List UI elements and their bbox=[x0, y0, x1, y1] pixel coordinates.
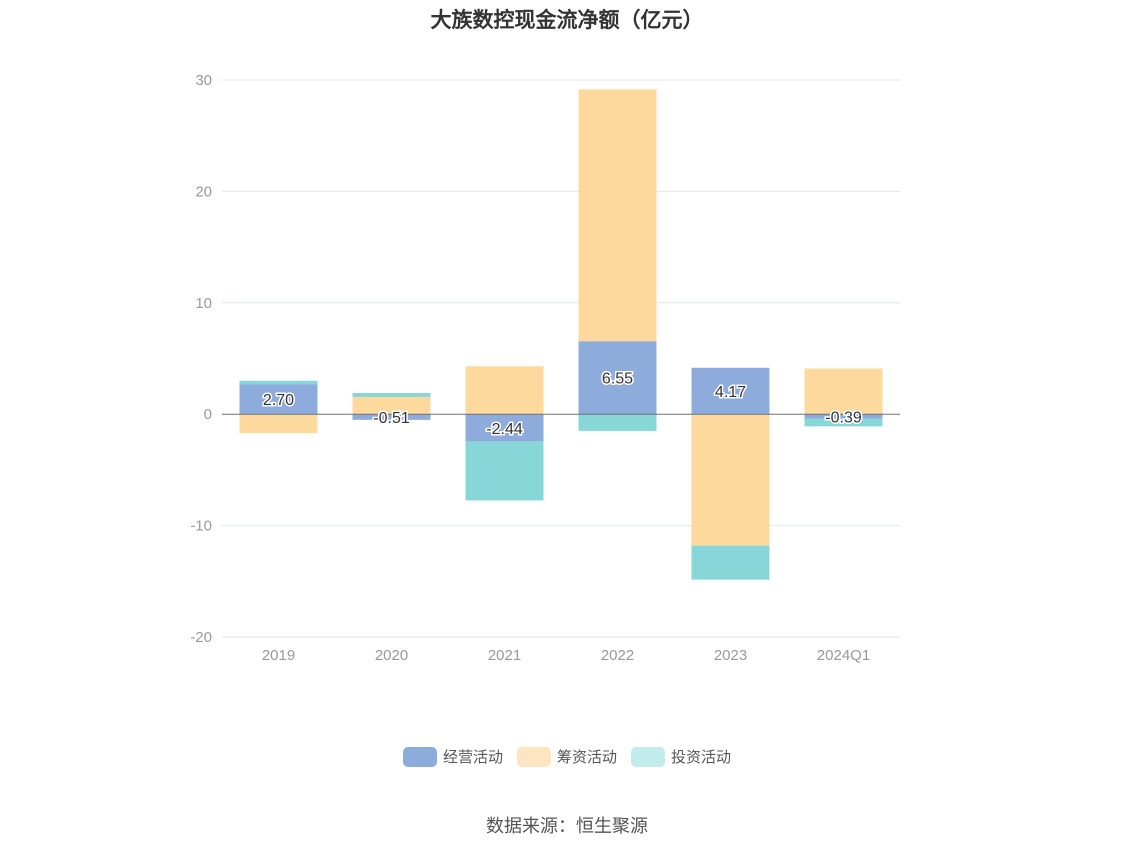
label-layer: 2.70 -0.51 -2.44 6.55 4.17 -0.39 bbox=[261, 369, 863, 439]
bar-operating bbox=[239, 384, 318, 415]
bar-financing bbox=[578, 89, 657, 342]
grid-layer bbox=[222, 79, 900, 638]
bar-investing bbox=[578, 414, 657, 431]
data-label-operating: -0.51 bbox=[373, 410, 410, 427]
legend-label-operating: 经营活动 bbox=[442, 749, 503, 766]
source-note: 数据来源：恒生聚源 bbox=[486, 816, 648, 836]
y-tick-label: 20 bbox=[195, 183, 212, 200]
bar-operating bbox=[465, 414, 544, 442]
chart-title: 大族数控现金流净额（亿元） bbox=[430, 9, 704, 32]
bar-operating bbox=[691, 367, 770, 415]
legend-item-financing[interactable]: 筹资活动 bbox=[516, 746, 617, 767]
legend-item-operating[interactable]: 经营活动 bbox=[402, 746, 503, 767]
bar-layer bbox=[239, 89, 883, 580]
y-tick-label: 0 bbox=[204, 406, 212, 423]
legend-swatch-operating bbox=[402, 746, 437, 767]
bar-operating bbox=[578, 341, 657, 415]
legend-swatch-financing bbox=[516, 746, 551, 767]
bar-investing bbox=[352, 393, 431, 397]
legend-label-investing: 投资活动 bbox=[671, 749, 732, 766]
data-label-operating: 6.55 bbox=[602, 371, 633, 388]
x-tick-label: 2020 bbox=[375, 647, 408, 664]
bar-investing bbox=[239, 380, 318, 385]
bar-investing bbox=[804, 418, 883, 427]
x-tick-label: 2021 bbox=[488, 647, 521, 664]
data-label-operating: 4.17 bbox=[715, 384, 746, 401]
data-label-operating: -2.44 bbox=[486, 421, 523, 438]
y-tick-label: -10 bbox=[190, 518, 212, 535]
bar-financing bbox=[465, 366, 544, 415]
legend-swatch-investing bbox=[631, 746, 665, 767]
bar-operating bbox=[804, 414, 883, 419]
data-label-operating: 2.70 bbox=[263, 392, 294, 409]
axis-layer: 30 20 10 0 -10 -20 2019 2020 2021 2022 2023 2024Q1 bbox=[190, 72, 900, 664]
x-tick-label: 2019 bbox=[262, 647, 295, 664]
x-tick-label: 2024Q1 bbox=[817, 647, 870, 664]
bar-investing bbox=[691, 545, 770, 580]
bar-financing bbox=[691, 414, 770, 546]
legend: 经营活动 筹资活动 投资活动 bbox=[0, 746, 1134, 767]
bar-operating bbox=[352, 414, 431, 420]
y-tick-label: -20 bbox=[190, 629, 212, 646]
x-tick-label: 2022 bbox=[601, 647, 634, 664]
y-tick-label: 10 bbox=[195, 295, 212, 312]
data-label-operating: -0.39 bbox=[825, 409, 862, 426]
y-tick-label: 30 bbox=[195, 72, 212, 89]
bar-investing bbox=[465, 441, 544, 501]
bar-financing bbox=[239, 414, 318, 434]
x-tick-label: 2023 bbox=[714, 647, 747, 664]
bar-financing bbox=[804, 368, 883, 415]
legend-item-investing[interactable]: 投资活动 bbox=[631, 746, 731, 767]
bar-financing bbox=[352, 396, 431, 415]
legend-label-financing: 筹资活动 bbox=[556, 749, 617, 766]
